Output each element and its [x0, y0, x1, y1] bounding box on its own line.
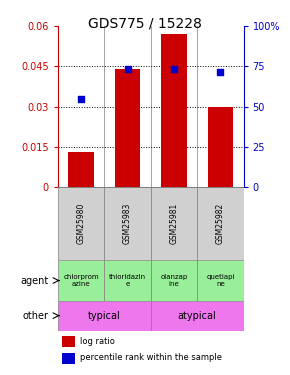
Point [172, 66, 176, 72]
Text: atypical: atypical [178, 310, 217, 321]
Text: typical: typical [88, 310, 121, 321]
Text: chlorprom
azine: chlorprom azine [64, 274, 99, 287]
Bar [62, 336, 75, 347]
Bar [104, 261, 151, 301]
Bar [197, 187, 244, 261]
Bar [115, 69, 140, 187]
Text: other: other [23, 310, 49, 321]
Text: thioridazin
e: thioridazin e [109, 274, 146, 287]
Text: GSM25982: GSM25982 [216, 203, 225, 244]
Text: agent: agent [21, 276, 49, 285]
Text: GSM25980: GSM25980 [77, 203, 86, 244]
Bar [151, 301, 244, 331]
Bar [62, 353, 75, 364]
Point [79, 96, 84, 102]
Text: GSM25981: GSM25981 [169, 203, 179, 244]
Text: GDS775 / 15228: GDS775 / 15228 [88, 17, 202, 31]
Bar [68, 152, 94, 187]
Bar [197, 261, 244, 301]
Bar [58, 261, 104, 301]
Text: log ratio: log ratio [80, 336, 115, 345]
Bar [161, 34, 187, 187]
Text: GSM25983: GSM25983 [123, 203, 132, 244]
Bar [58, 301, 151, 331]
Bar [104, 187, 151, 261]
Bar [151, 187, 197, 261]
Bar [208, 106, 233, 187]
Text: olanzap
ine: olanzap ine [160, 274, 188, 287]
Bar [58, 187, 104, 261]
Point [125, 66, 130, 72]
Text: percentile rank within the sample: percentile rank within the sample [80, 353, 222, 362]
Text: quetiapi
ne: quetiapi ne [206, 274, 235, 287]
Bar [151, 261, 197, 301]
Point [218, 69, 223, 75]
